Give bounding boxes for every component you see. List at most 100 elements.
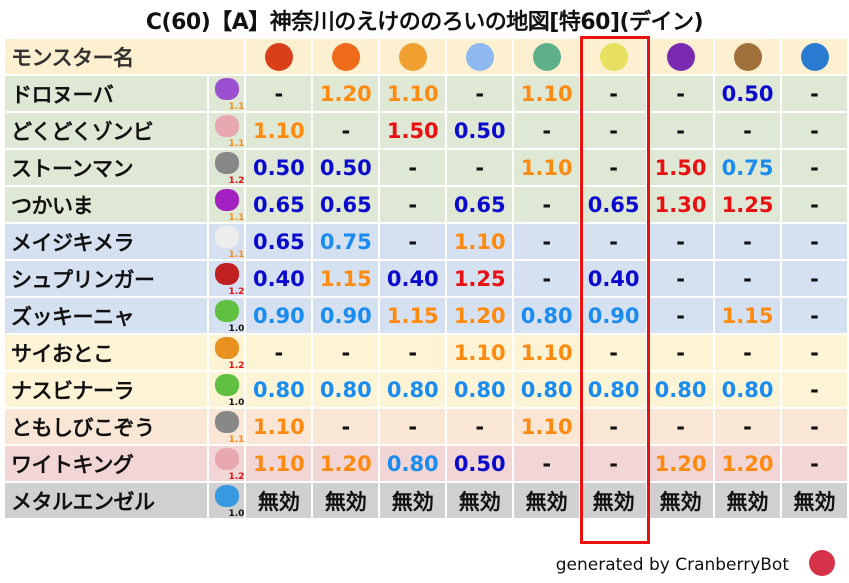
resistance-value: 0.80 — [313, 372, 379, 407]
slime-icon — [214, 485, 239, 507]
resistance-value: - — [581, 446, 647, 481]
monster-icon-cell: 1.1 — [208, 224, 245, 260]
table-row: シュプリンガー 1.2 0.40 1.15 0.40 1.25-0.40- - - — [5, 261, 847, 297]
resistance-value: - — [514, 446, 580, 481]
monster-icon-cell: 1.2 — [208, 261, 245, 297]
resistance-value: 無効 — [581, 483, 647, 518]
monster-icon-cell: 1.2 — [208, 150, 245, 186]
monster-icon-cell: 1.0 — [208, 298, 245, 334]
resistance-value: 1.10 — [514, 76, 580, 111]
resistance-value: - — [782, 298, 847, 333]
table-row: サイおとこ 1.2- - -1.10 1.10- - - - — [5, 335, 847, 371]
resistance-value: 1.30 — [648, 187, 714, 222]
element-header — [313, 39, 379, 74]
resistance-value: 無効 — [514, 483, 580, 518]
skull-icon — [214, 115, 239, 137]
monster-icon-cell: 1.1 — [208, 409, 245, 445]
resistance-value: 0.50 — [447, 446, 513, 481]
resistance-value: - — [581, 409, 647, 444]
resistance-value: 1.25 — [715, 187, 781, 222]
resistance-value: 0.80 — [581, 372, 647, 407]
level-label: 1.2 — [228, 176, 245, 186]
monster-icon-cell: 1.2 — [208, 335, 245, 371]
resistance-value: 0.65 — [447, 187, 513, 222]
trident-icon — [214, 189, 239, 211]
resistance-value: 1.50 — [380, 113, 446, 148]
water-icon — [800, 42, 829, 71]
resistance-value: - — [380, 150, 446, 185]
monster-icon-cell: 1.0 — [208, 483, 245, 519]
resistance-value: 1.20 — [447, 298, 513, 333]
resistance-value: 0.50 — [447, 113, 513, 148]
level-label: 1.2 — [228, 361, 245, 371]
dark-icon — [666, 42, 695, 71]
level-label: 1.1 — [228, 250, 245, 260]
resistance-value: - — [648, 76, 714, 111]
brick-icon — [214, 411, 239, 433]
resistance-value: - — [581, 224, 647, 259]
resistance-value: - — [447, 76, 513, 111]
resistance-value: - — [648, 409, 714, 444]
resistance-value: 0.65 — [246, 224, 312, 259]
resistance-value: 1.10 — [514, 409, 580, 444]
resistance-table: モンスター名 ドロヌーバ 1.1-1.20 1.10-1.10- -0.50- どくどくゾ… — [3, 37, 849, 520]
resistance-value: - — [648, 261, 714, 296]
monster-name: ナスビナーラ — [5, 372, 207, 407]
table-row: つかいま 1.1 0.65 0.65-0.65-0.65 1.30 1.25- — [5, 187, 847, 223]
resistance-value: - — [782, 446, 847, 481]
resistance-value: 0.40 — [581, 261, 647, 296]
resistance-value: 1.15 — [313, 261, 379, 296]
resistance-value: - — [380, 409, 446, 444]
resistance-value: - — [715, 261, 781, 296]
resistance-value: - — [715, 224, 781, 259]
resistance-value: 1.10 — [246, 113, 312, 148]
resistance-value: 0.40 — [380, 261, 446, 296]
resistance-value: - — [514, 261, 580, 296]
resistance-value: - — [782, 150, 847, 185]
resistance-value: - — [782, 372, 847, 407]
table-row: メイジキメラ 1.1 0.65 0.75-1.10- - - - - — [5, 224, 847, 260]
resistance-value: - — [715, 409, 781, 444]
level-label: 1.1 — [228, 102, 245, 112]
resistance-value: 1.10 — [514, 150, 580, 185]
resistance-value: 0.80 — [514, 298, 580, 333]
resistance-value: 0.80 — [514, 372, 580, 407]
resistance-value: 0.65 — [313, 187, 379, 222]
lightning-icon — [599, 42, 628, 71]
resistance-value: - — [447, 409, 513, 444]
level-label: 1.2 — [228, 472, 245, 482]
resistance-value: - — [380, 187, 446, 222]
resistance-value: - — [648, 224, 714, 259]
fire-ball-icon — [264, 42, 293, 71]
resistance-value: 0.80 — [447, 372, 513, 407]
resistance-value: - — [648, 298, 714, 333]
highlight-column-box — [580, 36, 650, 544]
element-header — [246, 39, 312, 74]
resistance-value: - — [313, 409, 379, 444]
resistance-value: - — [782, 76, 847, 111]
resistance-value: 1.20 — [313, 446, 379, 481]
slime-cloud-icon — [214, 78, 239, 100]
table-row: ズッキーニャ 1.0 0.90 0.90 1.15 1.20 0.80 0.90-1.15- — [5, 298, 847, 334]
element-header — [514, 39, 580, 74]
resistance-value: - — [380, 224, 446, 259]
resistance-value: - — [782, 409, 847, 444]
monster-name: メイジキメラ — [5, 224, 207, 259]
resistance-value: 無効 — [313, 483, 379, 518]
skull-icon — [214, 448, 239, 470]
monster-name: ドロヌーバ — [5, 76, 207, 111]
level-label: 1.0 — [228, 398, 245, 408]
resistance-value: 無効 — [782, 483, 847, 518]
wind-icon — [532, 42, 561, 71]
resistance-value: 0.80 — [715, 372, 781, 407]
resistance-value: 0.65 — [581, 187, 647, 222]
resistance-value: 1.10 — [514, 335, 580, 370]
page-title: C(60)【A】神奈川のえけののろいの地図[特60](デイン) — [145, 10, 704, 35]
resistance-value: 1.20 — [715, 446, 781, 481]
element-header — [648, 39, 714, 74]
monster-name: メタルエンゼル — [5, 483, 207, 518]
level-label: 1.2 — [228, 287, 245, 297]
element-header — [581, 39, 647, 74]
table-row: どくどくゾンビ 1.1 1.10-1.50 0.50- - - - - — [5, 113, 847, 149]
resistance-value: - — [246, 76, 312, 111]
